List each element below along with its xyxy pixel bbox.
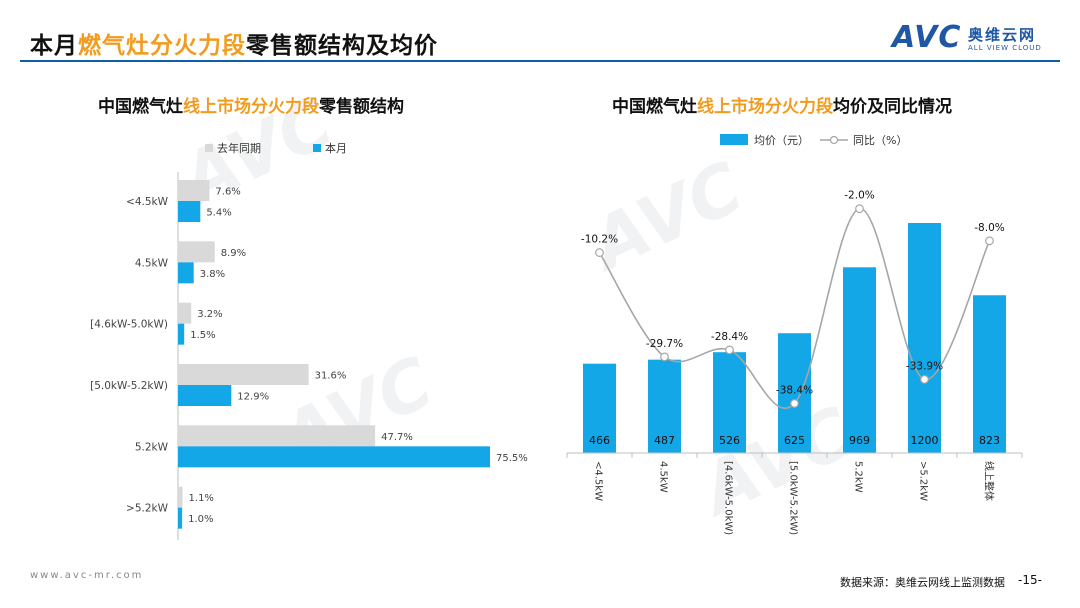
bar-last-year — [178, 364, 309, 385]
bar-last-year — [178, 425, 376, 447]
yoy-point — [790, 399, 799, 408]
right-category-label: <4.5kW — [593, 461, 604, 501]
bar-avg-price — [583, 363, 616, 453]
logo-en-text: ALL VIEW CLOUD — [968, 44, 1042, 52]
yoy-point — [595, 248, 604, 257]
bar-avg-price — [973, 295, 1006, 453]
legend-label-this-month: 本月 — [325, 141, 347, 155]
logo-avc-text: AVC — [892, 20, 962, 55]
right-chart-title-prefix: 中国燃气灶 — [612, 97, 697, 117]
right-chart-title-highlight: 线上市场分火力段 — [697, 97, 833, 117]
bar-label-avg-price: 625 — [784, 434, 805, 447]
left-category-label: 5.2kW — [135, 441, 169, 453]
page-title-highlight: 燃气灶分火力段 — [78, 33, 246, 59]
yoy-point-label: -2.0% — [844, 190, 874, 202]
bar-label-last-year: 3.2% — [197, 309, 222, 320]
yoy-point-label: -29.7% — [646, 338, 683, 350]
bar-label-last-year: 7.6% — [215, 187, 240, 198]
bar-this-month — [178, 385, 232, 406]
bar-label-avg-price: 466 — [589, 434, 610, 447]
legend-swatch-avg-price — [720, 134, 748, 145]
bar-label-avg-price: 526 — [719, 434, 740, 447]
left-chart-title: 中国燃气灶线上市场分火力段零售额结构 — [98, 92, 404, 117]
page-title: 本月燃气灶分火力段零售额结构及均价 — [30, 26, 438, 60]
bar-label-last-year: 1.1% — [189, 493, 214, 504]
bar-this-month — [178, 446, 490, 468]
legend-label-last-year: 去年同期 — [217, 141, 261, 155]
bar-label-this-month: 3.8% — [200, 269, 225, 280]
avc-logo: AVC 奥维云网 ALL VIEW CLOUD — [892, 20, 1062, 56]
logo-cn-text: 奥维云网 — [968, 26, 1037, 44]
bar-last-year — [178, 241, 215, 263]
title-divider — [20, 60, 1060, 62]
yoy-point — [920, 374, 929, 384]
legend-swatch-last-year — [205, 144, 213, 152]
yoy-point-label: -33.9% — [906, 360, 943, 372]
bar-label-avg-price: 823 — [979, 434, 1000, 447]
right-chart-title: 中国燃气灶线上市场分火力段均价及同比情况 — [612, 92, 952, 117]
footer-url: www.avc-mr.com — [30, 570, 144, 581]
left-category-label: [5.0kW-5.2kW) — [90, 380, 168, 392]
bar-last-year — [178, 180, 210, 201]
bar-label-this-month: 1.0% — [188, 514, 213, 525]
page-title-suffix: 零售额结构及均价 — [246, 33, 438, 59]
right-chart-title-suffix: 均价及同比情况 — [833, 97, 952, 117]
yoy-point-label: -38.4% — [776, 384, 813, 396]
bar-label-avg-price: 1200 — [911, 434, 939, 447]
right-category-label: 线上整体 — [983, 461, 996, 501]
bar-this-month — [178, 201, 201, 222]
bar-label-this-month: 5.4% — [206, 208, 231, 219]
bar-label-last-year: 31.6% — [315, 371, 347, 382]
yoy-point-label: -8.0% — [974, 222, 1004, 234]
right-category-label: [5.0kW-5.2kW) — [788, 461, 799, 535]
left-chart-title-prefix: 中国燃气灶 — [98, 97, 183, 117]
bar-avg-price — [713, 352, 746, 453]
bar-last-year — [178, 302, 192, 324]
bar-label-this-month: 75.5% — [496, 453, 528, 464]
bar-label-last-year: 47.7% — [381, 432, 413, 443]
yoy-point — [725, 345, 734, 355]
page-number: -15- — [1018, 573, 1042, 587]
bar-label-avg-price: 969 — [849, 434, 870, 447]
left-chart-title-highlight: 线上市场分火力段 — [183, 97, 319, 117]
right-category-label: [4.6kW-5.0kW) — [723, 461, 734, 535]
bar-avg-price — [648, 359, 681, 453]
yoy-point-label: -28.4% — [711, 331, 748, 343]
left-chart-title-suffix: 零售额结构 — [319, 97, 404, 117]
right-category-label: 4.5kW — [658, 461, 669, 493]
legend-label-yoy: 同比（%） — [853, 134, 907, 147]
bar-label-avg-price: 487 — [654, 434, 675, 447]
bar-label-this-month: 12.9% — [237, 392, 269, 403]
right-category-label: >5.2kW — [918, 461, 929, 501]
yoy-point — [855, 204, 864, 214]
yoy-point-label: -10.2% — [581, 234, 618, 246]
footer-source: 数据来源：奥维云网线上监测数据 — [840, 576, 1005, 589]
page-title-prefix: 本月 — [30, 33, 78, 59]
left-category-label: [4.6kW-5.0kW) — [90, 319, 168, 331]
bar-last-year — [178, 486, 183, 508]
left-category-label: >5.2kW — [126, 503, 169, 515]
left-category-label: <4.5kW — [126, 196, 169, 208]
legend-swatch-this-month — [313, 144, 321, 152]
left-category-label: 4.5kW — [135, 257, 169, 269]
bar-label-last-year: 8.9% — [221, 248, 246, 259]
bar-this-month — [178, 323, 185, 345]
bar-this-month — [178, 507, 183, 529]
yoy-point — [985, 236, 994, 246]
bar-avg-price — [778, 333, 811, 453]
bar-label-this-month: 1.5% — [190, 330, 215, 341]
legend-swatch-yoy-marker — [829, 135, 839, 145]
right-category-label: 5.2kW — [853, 461, 864, 493]
bar-avg-price — [843, 267, 876, 453]
bar-this-month — [178, 262, 194, 284]
bar-avg-price — [908, 223, 941, 453]
legend-label-avg-price: 均价（元） — [754, 134, 809, 147]
yoy-point — [660, 352, 669, 362]
